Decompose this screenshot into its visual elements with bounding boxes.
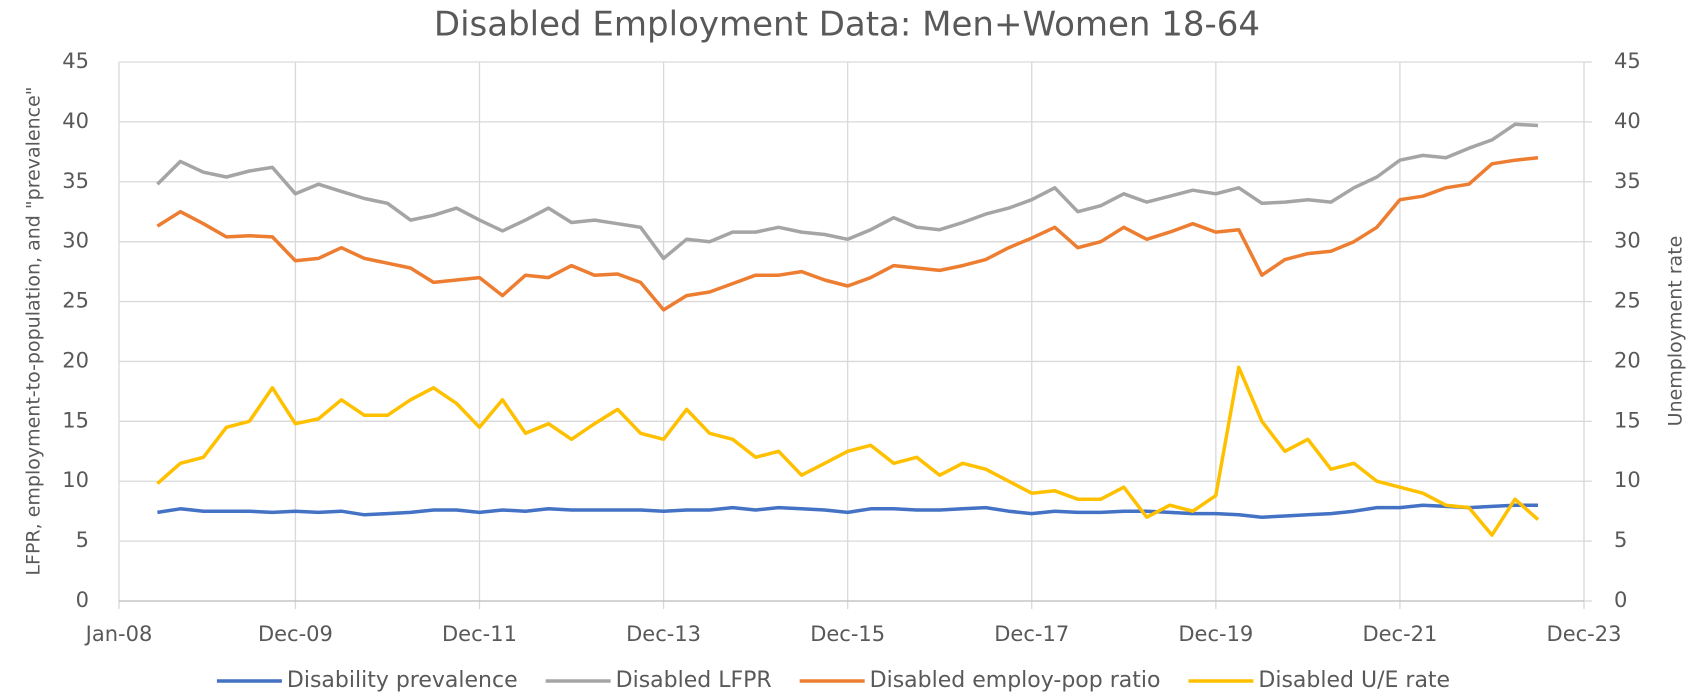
y2-tick-label: 10 bbox=[1614, 468, 1641, 492]
y-axis-label: LFPR, employment-to-population, and "pre… bbox=[23, 86, 45, 575]
x-tick-label: Dec-17 bbox=[994, 622, 1069, 646]
y-tick-label: 10 bbox=[62, 468, 89, 492]
y2-tick-label: 40 bbox=[1614, 109, 1641, 133]
y-tick-label: 40 bbox=[62, 109, 89, 133]
y-tick-label: 0 bbox=[76, 588, 89, 612]
series-line bbox=[156, 365, 1540, 537]
y-tick-label: 45 bbox=[62, 49, 89, 73]
y-tick-label: 35 bbox=[62, 169, 89, 193]
y-tick-label: 25 bbox=[62, 289, 89, 313]
legend-label: Disabled LFPR bbox=[616, 668, 772, 693]
x-tick-label: Dec-09 bbox=[258, 622, 333, 646]
chart-title: Disabled Employment Data: Men+Women 18-6… bbox=[434, 5, 1260, 45]
series-line bbox=[157, 503, 1538, 519]
legend-label: Disabled employ-pop ratio bbox=[870, 668, 1161, 693]
x-tick-label: Dec-15 bbox=[810, 622, 885, 646]
y-tick-label: 20 bbox=[62, 348, 89, 372]
y-tick-label: 5 bbox=[76, 528, 89, 552]
y-tick-label: 30 bbox=[62, 229, 89, 253]
y2-tick-label: 5 bbox=[1614, 528, 1627, 552]
y2-tick-label: 15 bbox=[1614, 408, 1641, 432]
x-tick-label: Jan-08 bbox=[84, 622, 153, 646]
x-tick-label: Dec-11 bbox=[442, 622, 517, 646]
x-tick-label: Dec-21 bbox=[1362, 622, 1437, 646]
y-tick-label: 15 bbox=[62, 408, 89, 432]
y2-tick-label: 45 bbox=[1614, 49, 1641, 73]
x-tick-label: Dec-13 bbox=[626, 622, 701, 646]
x-tick-label: Dec-23 bbox=[1547, 622, 1622, 646]
y2-tick-label: 0 bbox=[1614, 588, 1627, 612]
y2-tick-label: 25 bbox=[1614, 289, 1641, 313]
series-line bbox=[156, 122, 1539, 261]
legend-label: Disabled U/E rate bbox=[1258, 668, 1450, 693]
y2-axis-label: Unemployment rate bbox=[1665, 236, 1687, 427]
y2-tick-label: 30 bbox=[1614, 229, 1641, 253]
y2-tick-label: 20 bbox=[1614, 348, 1641, 372]
legend-label: Disability prevalence bbox=[287, 668, 518, 693]
x-tick-label: Dec-19 bbox=[1178, 622, 1253, 646]
series-line bbox=[156, 156, 1539, 312]
y2-tick-label: 35 bbox=[1614, 169, 1641, 193]
